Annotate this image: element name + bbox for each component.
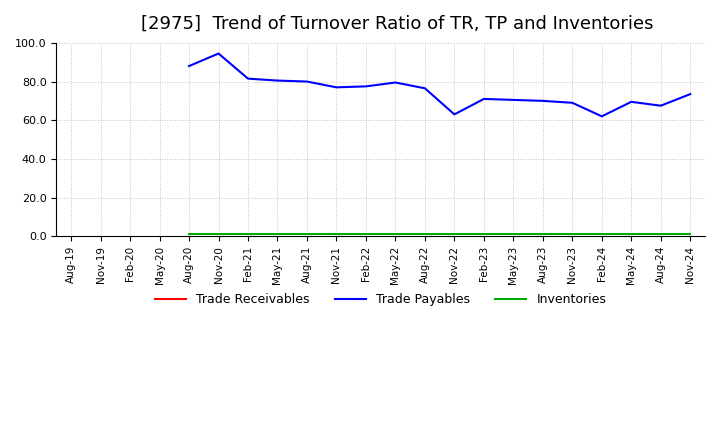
Inventories	[361, 231, 370, 237]
Trade Payables	[243, 76, 252, 81]
Inventories	[627, 231, 636, 237]
Trade Payables	[185, 63, 194, 69]
Inventories	[480, 231, 488, 237]
Trade Payables	[480, 96, 488, 102]
Inventories	[686, 231, 695, 237]
Trade Payables	[214, 51, 222, 56]
Inventories	[539, 231, 547, 237]
Inventories	[273, 231, 282, 237]
Trade Payables	[450, 112, 459, 117]
Trade Payables	[539, 98, 547, 103]
Trade Payables	[686, 92, 695, 97]
Trade Payables	[568, 100, 577, 106]
Inventories	[391, 231, 400, 237]
Inventories	[302, 231, 311, 237]
Inventories	[657, 231, 665, 237]
Text: [2975]  Trend of Turnover Ratio of TR, TP and Inventories: [2975] Trend of Turnover Ratio of TR, TP…	[140, 15, 653, 33]
Trade Payables	[627, 99, 636, 104]
Inventories	[185, 231, 194, 237]
Trade Payables	[273, 78, 282, 83]
Trade Payables	[302, 79, 311, 84]
Trade Payables	[391, 80, 400, 85]
Inventories	[598, 231, 606, 237]
Trade Payables	[332, 84, 341, 90]
Legend: Trade Receivables, Trade Payables, Inventories: Trade Receivables, Trade Payables, Inven…	[150, 288, 611, 311]
Inventories	[509, 231, 518, 237]
Inventories	[420, 231, 429, 237]
Inventories	[450, 231, 459, 237]
Inventories	[568, 231, 577, 237]
Trade Payables	[657, 103, 665, 108]
Trade Payables	[361, 84, 370, 89]
Inventories	[243, 231, 252, 237]
Inventories	[332, 231, 341, 237]
Inventories	[214, 231, 222, 237]
Trade Payables	[420, 86, 429, 91]
Line: Trade Payables: Trade Payables	[189, 54, 690, 116]
Trade Payables	[598, 114, 606, 119]
Trade Payables	[509, 97, 518, 103]
